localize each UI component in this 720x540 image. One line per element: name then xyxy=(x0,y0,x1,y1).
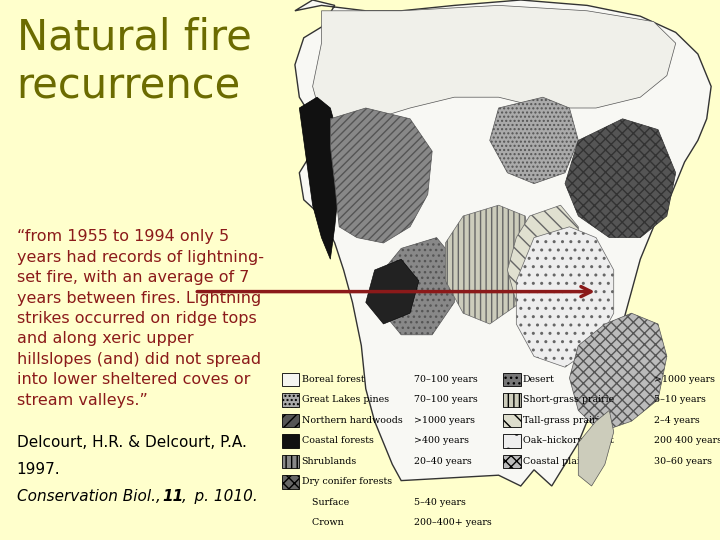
Text: >1000 years: >1000 years xyxy=(415,416,475,425)
Bar xyxy=(503,393,521,407)
Text: Coastal forests: Coastal forests xyxy=(302,436,374,446)
Bar xyxy=(282,393,300,407)
Polygon shape xyxy=(578,410,613,486)
Bar xyxy=(503,373,521,386)
Text: Coastal plain: Coastal plain xyxy=(523,457,586,466)
Text: Desert: Desert xyxy=(523,375,555,384)
Polygon shape xyxy=(384,238,454,335)
Text: Northern hardwoods: Northern hardwoods xyxy=(302,416,402,425)
Text: Delcourt, H.R. & Delcourt, P.A.: Delcourt, H.R. & Delcourt, P.A. xyxy=(17,435,246,450)
Bar xyxy=(282,434,300,448)
Text: 1997.: 1997. xyxy=(17,462,60,477)
Bar xyxy=(503,414,521,427)
Text: “from 1955 to 1994 only 5
years had records of lightning-
set fire, with an aver: “from 1955 to 1994 only 5 years had reco… xyxy=(17,230,264,408)
Bar xyxy=(503,455,521,468)
Polygon shape xyxy=(366,259,419,324)
Text: 200–400+ years: 200–400+ years xyxy=(415,518,492,528)
Text: , p. 1010.: , p. 1010. xyxy=(181,489,257,504)
Text: Shrublands: Shrublands xyxy=(302,457,357,466)
Text: 30–60 years: 30–60 years xyxy=(654,457,711,466)
Text: 20–40 years: 20–40 years xyxy=(415,457,472,466)
Polygon shape xyxy=(446,205,534,324)
Text: 5–40 years: 5–40 years xyxy=(415,498,467,507)
Text: Boreal forest: Boreal forest xyxy=(302,375,364,384)
Text: Great Lakes pines: Great Lakes pines xyxy=(302,395,389,404)
Bar xyxy=(282,373,300,386)
Polygon shape xyxy=(330,108,432,243)
Polygon shape xyxy=(300,97,339,259)
Polygon shape xyxy=(490,97,578,184)
Text: Tall-grass prairie: Tall-grass prairie xyxy=(523,416,605,425)
Text: Natural fire
recurrence: Natural fire recurrence xyxy=(17,16,251,107)
Polygon shape xyxy=(295,0,711,486)
Polygon shape xyxy=(570,313,667,432)
Polygon shape xyxy=(565,119,676,238)
Text: 11: 11 xyxy=(162,489,184,504)
Text: Surface: Surface xyxy=(306,498,349,507)
Text: >1000 years: >1000 years xyxy=(654,375,714,384)
Polygon shape xyxy=(516,227,613,367)
Polygon shape xyxy=(508,205,578,313)
Text: 200 400 years: 200 400 years xyxy=(654,436,720,446)
Bar xyxy=(282,475,300,489)
Text: 5–10 years: 5–10 years xyxy=(654,395,706,404)
Bar xyxy=(503,434,521,448)
Polygon shape xyxy=(312,5,676,130)
Text: >400 years: >400 years xyxy=(415,436,469,446)
Text: Dry conifer forests: Dry conifer forests xyxy=(302,477,392,487)
Text: 70–100 years: 70–100 years xyxy=(415,395,478,404)
Bar xyxy=(282,455,300,468)
Bar xyxy=(282,414,300,427)
Text: 70–100 years: 70–100 years xyxy=(415,375,478,384)
Text: Crown: Crown xyxy=(306,518,343,528)
Text: Oak–hickory forest: Oak–hickory forest xyxy=(523,436,613,446)
Text: Short-grass prairie: Short-grass prairie xyxy=(523,395,614,404)
Text: 2–4 years: 2–4 years xyxy=(654,416,699,425)
Text: Conservation Biol.,: Conservation Biol., xyxy=(17,489,163,504)
